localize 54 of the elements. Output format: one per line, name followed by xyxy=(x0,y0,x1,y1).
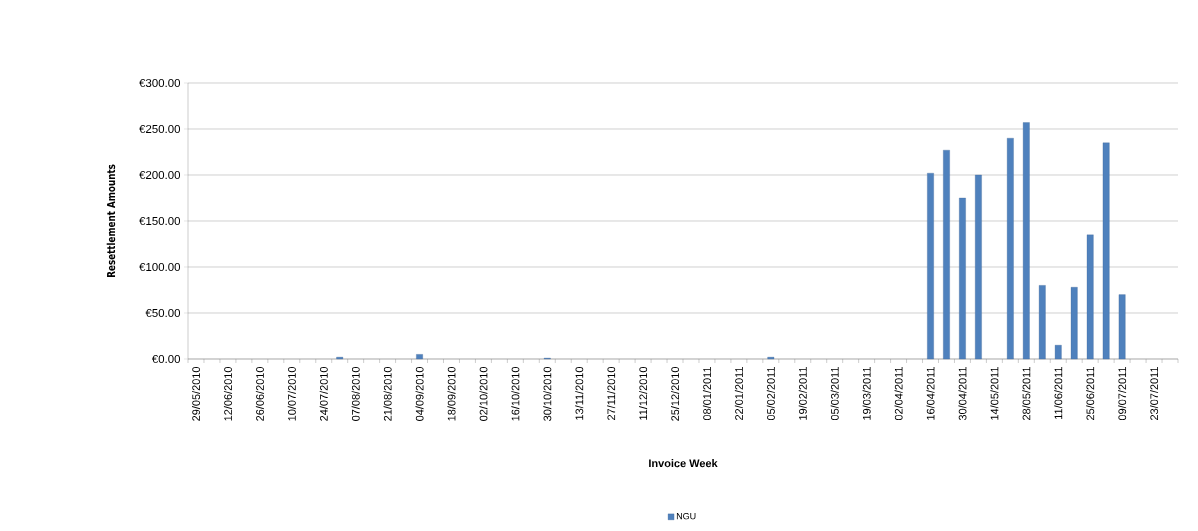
y-tick-label: €50.00 xyxy=(145,308,181,318)
y-axis-title: Resettlement Amounts xyxy=(106,164,116,277)
x-tick-label: 02/10/2010 xyxy=(479,366,488,421)
x-tick-label: 19/03/2011 xyxy=(862,367,871,420)
bar xyxy=(1022,122,1030,360)
bar xyxy=(959,197,966,360)
x-tick-label: 02/04/2011 xyxy=(894,367,903,421)
x-tick-label: 16/10/2010 xyxy=(511,366,520,421)
bar xyxy=(1070,287,1078,360)
y-tick-label: €300.00 xyxy=(139,78,181,88)
x-tick-label: 13/11/2010 xyxy=(575,366,584,420)
y-tick-label: €100.00 xyxy=(139,262,181,272)
bar xyxy=(1054,345,1062,360)
x-tick-label: 30/10/2010 xyxy=(543,366,552,421)
y-tick-label: €150.00 xyxy=(139,216,181,226)
x-tick-label: 29/05/2010 xyxy=(191,366,201,421)
x-tick-label: 11/06/2011 xyxy=(1054,367,1063,419)
x-tick-label: 28/05/2011 xyxy=(1022,367,1031,420)
legend-label: NGU xyxy=(676,512,696,520)
x-axis-title: Invoice Week xyxy=(649,459,718,468)
bar xyxy=(1007,138,1014,360)
x-tick-label: 08/01/2011 xyxy=(702,367,711,421)
x-tick-label: 21/08/2010 xyxy=(383,366,392,421)
bar xyxy=(975,174,982,360)
x-tick-label: 05/03/2011 xyxy=(830,367,839,421)
x-tick-label: 16/04/2011 xyxy=(926,367,935,420)
x-tick-label: 11/12/2010 xyxy=(639,366,648,420)
x-tick-label: 05/02/2011 xyxy=(766,367,775,421)
x-tick-label: 27/11/2010 xyxy=(607,366,616,420)
x-tick-label: 24/07/2010 xyxy=(319,366,328,421)
bar xyxy=(1086,234,1094,360)
x-tick-label: 30/04/2011 xyxy=(958,367,967,421)
x-tick-label: 25/12/2010 xyxy=(671,366,680,421)
y-tick-label: €250.00 xyxy=(139,124,181,134)
bar xyxy=(1102,142,1110,360)
bar xyxy=(416,354,423,360)
x-tick-label: 10/07/2010 xyxy=(287,366,296,421)
y-tick-label: €200.00 xyxy=(139,170,181,180)
x-tick-label: 14/05/2011 xyxy=(990,367,999,420)
x-tick-label: 12/06/2010 xyxy=(223,366,232,421)
bar xyxy=(1038,285,1046,360)
x-tick-label: 26/06/2010 xyxy=(255,366,264,421)
x-tick-label: 18/09/2010 xyxy=(447,366,456,421)
x-tick-label: 19/02/2011 xyxy=(798,367,807,420)
y-tick-label: €0.00 xyxy=(151,354,181,364)
bar xyxy=(943,150,950,360)
x-tick-label: 25/06/2011 xyxy=(1086,367,1095,420)
x-tick-label: 04/09/2010 xyxy=(415,366,424,421)
x-tick-label: 22/01/2011 xyxy=(734,367,743,420)
bar xyxy=(1118,294,1126,360)
x-tick-label: 09/07/2011 xyxy=(1118,367,1127,421)
bar xyxy=(927,173,934,360)
x-tick-label: 23/07/2011 xyxy=(1150,367,1159,420)
x-tick-label: 07/08/2010 xyxy=(351,366,360,421)
